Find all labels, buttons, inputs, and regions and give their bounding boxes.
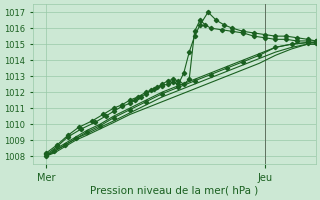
X-axis label: Pression niveau de la mer( hPa ): Pression niveau de la mer( hPa ): [90, 186, 259, 196]
